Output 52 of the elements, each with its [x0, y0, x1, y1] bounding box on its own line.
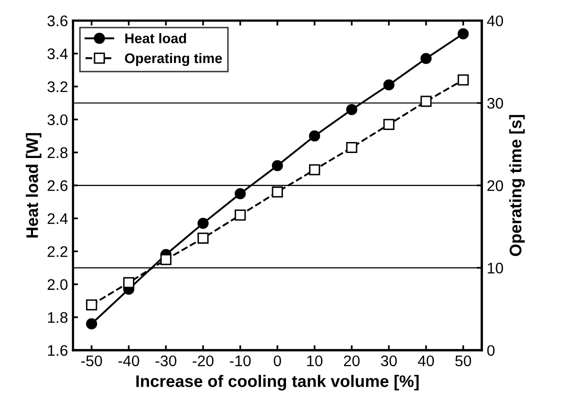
- y2-tick-label: 30: [487, 98, 504, 109]
- y-axis-title: Heat load [W]: [26, 133, 42, 238]
- y-tick-label: 2.6: [48, 180, 68, 192]
- x-tick-label: 20: [344, 355, 360, 366]
- y-tick-label: 3.6: [47, 15, 68, 26]
- point: [383, 118, 394, 130]
- x-tick-label: 10: [307, 355, 322, 366]
- y-tick-label: 2.2: [48, 246, 68, 257]
- y2-tick-label: 20: [487, 180, 504, 192]
- y-tick-label: 2.0: [48, 279, 68, 290]
- y-tick-label: 3.0: [47, 114, 68, 126]
- point: [272, 160, 283, 172]
- x-tick-label: -20: [192, 355, 214, 366]
- y-tick-label: 1.8: [48, 312, 68, 323]
- x-tick-label: -40: [118, 355, 140, 366]
- point: [420, 52, 432, 64]
- y-tick-label: 2.4: [48, 213, 68, 224]
- point: [309, 164, 320, 176]
- x-tick-label: 40: [418, 355, 434, 366]
- point: [198, 232, 209, 244]
- point: [123, 277, 134, 288]
- point: [420, 96, 432, 107]
- point: [198, 218, 209, 229]
- y2-tick-label: 10: [488, 262, 504, 274]
- point: [272, 186, 283, 198]
- point: [160, 254, 172, 266]
- point: [86, 318, 98, 330]
- point: [86, 299, 98, 310]
- point: [309, 130, 320, 142]
- y2-tick-label: 40: [487, 15, 504, 26]
- legend-label: Operating time: [124, 52, 222, 66]
- point: [458, 74, 469, 86]
- x-axis-title: Increase of cooling tank volume [%]: [136, 374, 419, 390]
- point: [458, 28, 469, 40]
- point: [234, 188, 246, 200]
- x-tick-label: 0: [274, 355, 282, 366]
- y-tick-label: 3.2: [47, 81, 68, 92]
- x-tick-label: -50: [81, 355, 102, 366]
- point: [346, 104, 358, 116]
- x-tick-label: 50: [455, 355, 472, 366]
- x-tick-label: -10: [230, 355, 251, 366]
- y-tick-label: 3.4: [47, 48, 68, 60]
- y2-tick-label: 0: [487, 345, 495, 356]
- y-tick-label: 2.8: [48, 147, 68, 158]
- x-tick-label: 30: [380, 355, 397, 366]
- x-tick-label: -30: [156, 355, 176, 366]
- y2-axis-title: Operating time [s]: [509, 115, 525, 256]
- point: [383, 79, 394, 90]
- y-tick-label: 1.6: [48, 345, 68, 356]
- legend-label: Heat load: [125, 33, 186, 44]
- point: [346, 142, 358, 154]
- point: [234, 210, 246, 221]
